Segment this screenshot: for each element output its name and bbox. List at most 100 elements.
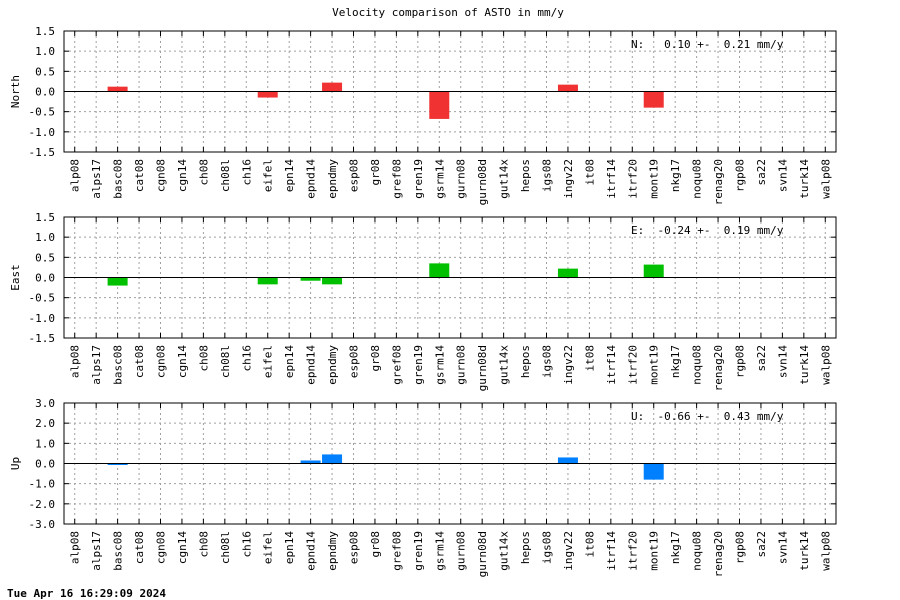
x-tick-label: nkg17	[669, 531, 682, 564]
x-tick-label: gsrm14	[433, 159, 446, 199]
y-tick-label: 1.0	[35, 437, 55, 450]
y-axis-label: Up	[9, 457, 22, 470]
x-tick-label: cgn08	[155, 345, 168, 378]
x-tick-label: itrf20	[626, 531, 639, 571]
x-tick-label: cgn08	[155, 159, 168, 192]
x-tick-label: turk14	[798, 159, 811, 199]
y-axis-label: North	[9, 75, 22, 108]
x-tick-label: svn14	[776, 345, 789, 378]
x-tick-label: gurn08d	[476, 345, 489, 391]
x-tick-label: gurn08	[455, 159, 468, 199]
bar-epndmy	[322, 454, 343, 464]
x-tick-label: gr08	[369, 345, 382, 372]
x-tick-label: alps17	[90, 159, 103, 199]
y-tick-label: 1.0	[35, 231, 55, 244]
y-tick-label: 1.0	[35, 45, 55, 58]
y-tick-label: 0.0	[35, 86, 55, 99]
x-tick-label: renag20	[712, 345, 725, 391]
y-tick-label: -0.5	[29, 292, 56, 305]
x-tick-label: it08	[583, 159, 596, 186]
x-tick-label: esp08	[348, 531, 361, 564]
x-tick-label: esp08	[348, 345, 361, 378]
x-tick-label: it08	[583, 531, 596, 558]
x-tick-label: itrf14	[605, 345, 618, 385]
x-tick-label: gr08	[369, 159, 382, 186]
y-tick-label: 1.5	[35, 25, 55, 38]
x-tick-label: cgn14	[176, 531, 189, 564]
x-tick-label: ingv22	[562, 159, 575, 199]
x-tick-label: noqu08	[691, 159, 704, 199]
x-tick-label: nkg17	[669, 345, 682, 378]
bar-basc08	[107, 86, 128, 92]
x-tick-label: ch08	[197, 345, 210, 372]
x-tick-label: eifel	[262, 531, 275, 564]
x-tick-label: alp08	[69, 159, 82, 192]
x-tick-label: epn14	[283, 159, 296, 192]
x-tick-label: walp08	[819, 345, 832, 385]
stats-annotation: N: 0.10 +- 0.21 mm/y	[631, 38, 784, 51]
x-tick-label: sa22	[755, 531, 768, 558]
x-tick-label: cgn14	[176, 345, 189, 378]
x-tick-label: ingv22	[562, 345, 575, 385]
x-tick-label: ch08l	[219, 345, 232, 378]
x-tick-label: nkg17	[669, 159, 682, 192]
x-tick-label: gsrm14	[433, 531, 446, 571]
y-tick-label: 0.5	[35, 251, 55, 264]
y-tick-label: -1.0	[29, 126, 56, 139]
x-tick-label: gr08	[369, 531, 382, 558]
x-tick-label: cgn08	[155, 531, 168, 564]
x-tick-label: gref08	[390, 345, 403, 385]
x-tick-label: hepos	[519, 345, 532, 378]
bar-gsrm14	[429, 263, 450, 278]
x-tick-label: svn14	[776, 159, 789, 192]
y-tick-label: -1.5	[29, 146, 56, 159]
panel-north: -1.5 -1.0 -0.5 0.0 0.5 1.0 1.5 alp08 alps17 basc0…	[9, 25, 837, 205]
y-tick-label: -2.0	[29, 498, 56, 511]
x-tick-label: gut14x	[498, 159, 511, 199]
x-tick-label: it08	[583, 345, 596, 372]
x-tick-label: renag20	[712, 531, 725, 577]
panel-east: -1.5 -1.0 -0.5 0.0 0.5 1.0 1.5 alp08 alps17 basc0…	[9, 211, 837, 391]
x-tick-label: walp08	[819, 159, 832, 199]
timestamp: Tue Apr 16 16:29:09 2024	[7, 587, 166, 600]
stats-annotation: E: -0.24 +- 0.19 mm/y	[631, 224, 784, 237]
x-tick-label: alps17	[90, 531, 103, 571]
bar-epndmy	[322, 277, 343, 285]
x-tick-label: epnd14	[305, 531, 318, 571]
bar-ingv22	[557, 268, 578, 278]
x-tick-label: epndmy	[326, 345, 339, 385]
x-tick-label: igs08	[541, 345, 554, 378]
x-tick-label: mont19	[648, 531, 661, 571]
x-tick-label: gref08	[390, 531, 403, 571]
x-tick-label: esp08	[348, 159, 361, 192]
x-tick-label: eifel	[262, 345, 275, 378]
x-tick-label: basc08	[112, 159, 125, 199]
x-tick-label: gut14x	[498, 345, 511, 385]
x-tick-label: ingv22	[562, 531, 575, 571]
x-tick-label: cat08	[133, 159, 146, 192]
bar-epnd14	[300, 277, 321, 281]
x-tick-label: gref08	[390, 159, 403, 199]
y-tick-label: -1.0	[29, 312, 56, 325]
y-tick-label: 3.0	[35, 397, 55, 410]
x-tick-label: rgp08	[734, 345, 747, 378]
x-tick-label: gurn08	[455, 531, 468, 571]
x-tick-label: noqu08	[691, 345, 704, 385]
x-tick-label: epn14	[283, 345, 296, 378]
x-tick-label: cat08	[133, 345, 146, 378]
x-tick-label: gut14x	[498, 531, 511, 571]
bar-eifel	[257, 91, 278, 98]
x-tick-label: walp08	[819, 531, 832, 571]
bar-mont19	[643, 264, 664, 278]
x-tick-label: ch08	[197, 531, 210, 558]
x-tick-label: gurn08	[455, 345, 468, 385]
bar-basc08	[107, 277, 128, 286]
x-tick-label: basc08	[112, 531, 125, 571]
x-tick-label: turk14	[798, 531, 811, 571]
x-tick-label: turk14	[798, 345, 811, 385]
y-tick-label: 2.0	[35, 417, 55, 430]
x-tick-label: gren19	[412, 345, 425, 385]
x-tick-label: basc08	[112, 345, 125, 385]
y-tick-label: -1.0	[29, 478, 56, 491]
x-tick-label: gurn08d	[476, 159, 489, 205]
